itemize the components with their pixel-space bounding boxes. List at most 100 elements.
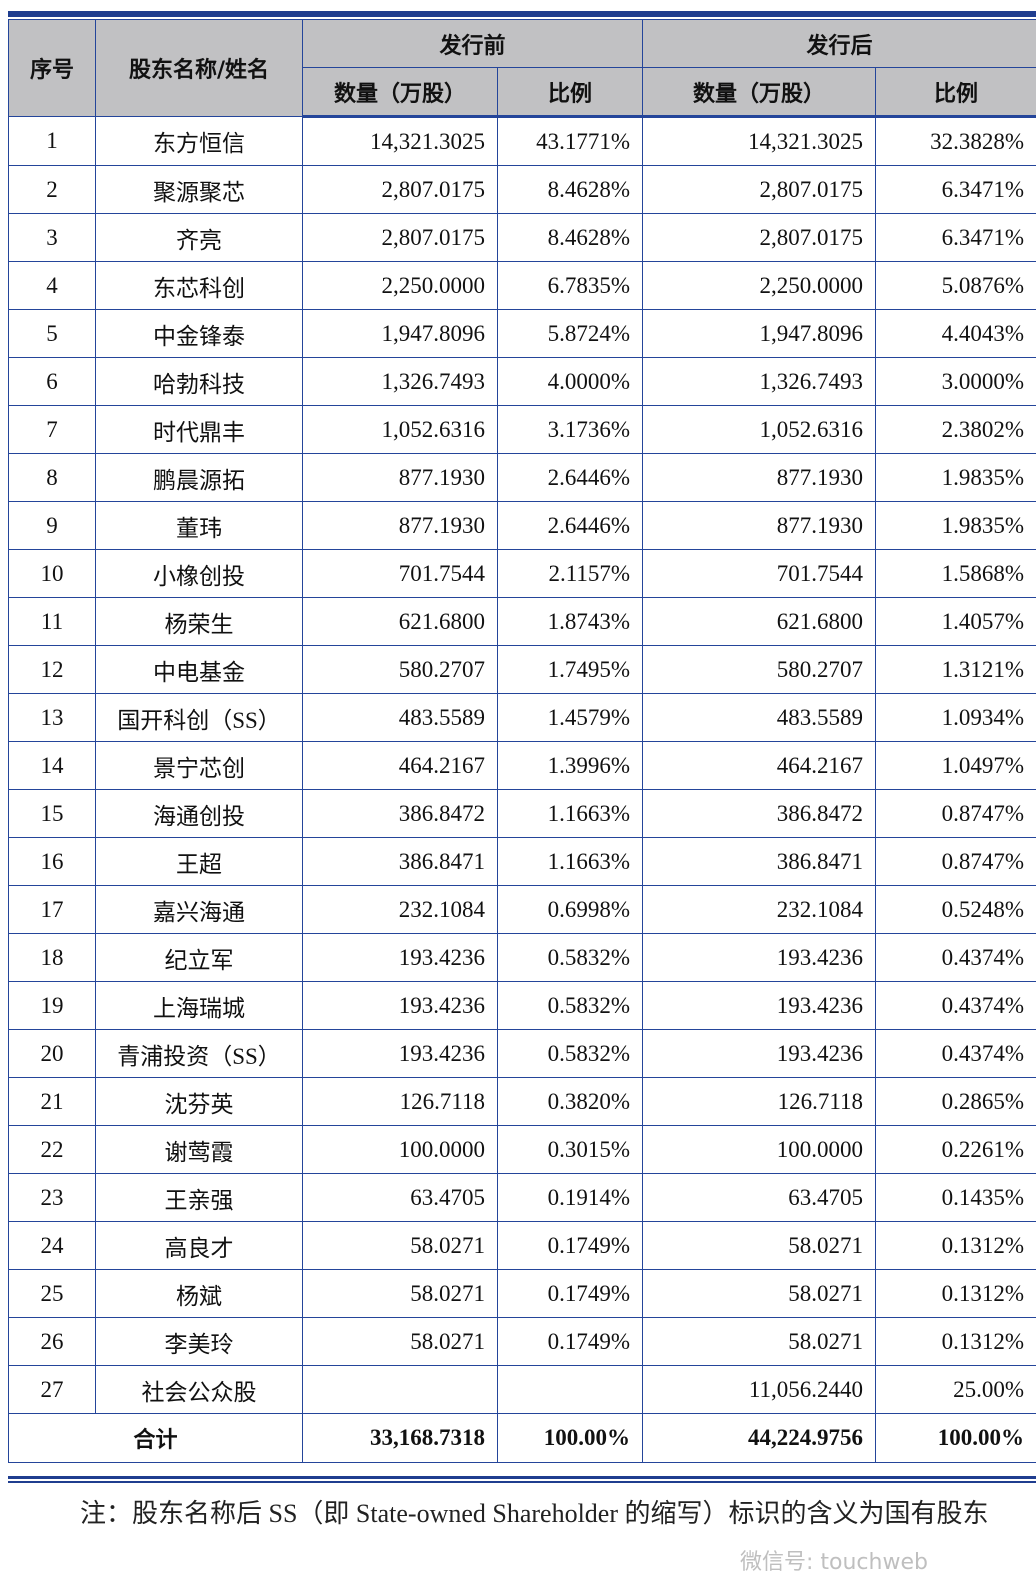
header-before-ratio: 比例 <box>496 67 644 118</box>
row-after-qty: 58.0271 <box>642 1317 877 1366</box>
row-seq: 21 <box>8 1077 96 1126</box>
table-row: 2 聚源聚芯 2,807.0175 8.4628% 2,807.0175 6.3471% <box>8 165 1036 214</box>
row-before-qty: 14,321.3025 <box>302 116 498 166</box>
row-name: 中电基金 <box>95 645 303 694</box>
row-seq: 25 <box>8 1269 96 1318</box>
bottom-rule-thin <box>8 1481 1036 1483</box>
row-after-ratio: 5.0876% <box>875 261 1036 310</box>
table-row: 24 高良才 58.0271 0.1749% 58.0271 0.1312% <box>8 1221 1036 1270</box>
row-after-ratio: 6.3471% <box>875 213 1036 262</box>
row-name: 沈芬英 <box>95 1077 303 1126</box>
row-seq: 14 <box>8 741 96 790</box>
row-after-qty: 193.4236 <box>642 1029 877 1078</box>
row-before-qty: 193.4236 <box>302 1029 498 1078</box>
row-before-qty: 232.1084 <box>302 885 498 934</box>
row-after-qty: 386.8471 <box>642 837 877 886</box>
row-after-ratio: 1.3121% <box>875 645 1036 694</box>
row-before-qty: 2,807.0175 <box>302 165 498 214</box>
row-after-ratio: 0.1312% <box>875 1221 1036 1270</box>
row-after-ratio: 1.0497% <box>875 741 1036 790</box>
row-before-qty: 2,250.0000 <box>302 261 498 310</box>
watermark: 微信号: touchweb <box>740 1550 928 1575</box>
total-label: 合计 <box>8 1413 303 1463</box>
row-name: 聚源聚芯 <box>95 165 303 214</box>
row-seq: 26 <box>8 1317 96 1366</box>
row-seq: 23 <box>8 1173 96 1222</box>
row-after-ratio: 1.9835% <box>875 453 1036 502</box>
row-before-ratio: 5.8724% <box>496 309 644 358</box>
row-before-ratio: 2.6446% <box>496 501 644 550</box>
row-after-qty: 126.7118 <box>642 1077 877 1126</box>
row-seq: 18 <box>8 933 96 982</box>
row-before-ratio: 1.3996% <box>496 741 644 790</box>
row-after-qty: 877.1930 <box>642 501 877 550</box>
total-after-ratio: 100.00% <box>875 1413 1036 1463</box>
row-after-qty: 11,056.2440 <box>642 1365 877 1414</box>
row-seq: 2 <box>8 165 96 214</box>
row-before-ratio: 2.1157% <box>496 549 644 598</box>
row-name: 杨荣生 <box>95 597 303 646</box>
row-name: 谢莺霞 <box>95 1125 303 1174</box>
table-row: 17 嘉兴海通 232.1084 0.6998% 232.1084 0.5248% <box>8 885 1036 934</box>
row-seq: 15 <box>8 789 96 838</box>
row-after-qty: 1,947.8096 <box>642 309 877 358</box>
row-name: 国开科创（SS） <box>95 693 303 742</box>
table-row: 27 社会公众股 11,056.2440 25.00% <box>8 1365 1036 1414</box>
row-seq: 20 <box>8 1029 96 1078</box>
row-seq: 13 <box>8 693 96 742</box>
row-before-qty: 386.8472 <box>302 789 498 838</box>
row-name: 纪立军 <box>95 933 303 982</box>
row-before-qty <box>302 1365 498 1414</box>
row-seq: 9 <box>8 501 96 550</box>
header-after-qty: 数量（万股） <box>642 67 877 118</box>
footnote: 注：股东名称后 SS（即 State-owned Shareholder 的缩写… <box>80 1499 989 1528</box>
row-name: 时代鼎丰 <box>95 405 303 454</box>
row-before-qty: 193.4236 <box>302 933 498 982</box>
row-name: 杨斌 <box>95 1269 303 1318</box>
row-seq: 22 <box>8 1125 96 1174</box>
table-row: 18 纪立军 193.4236 0.5832% 193.4236 0.4374% <box>8 933 1036 982</box>
row-before-ratio: 1.4579% <box>496 693 644 742</box>
table-row: 16 王超 386.8471 1.1663% 386.8471 0.8747% <box>8 837 1036 886</box>
row-before-qty: 58.0271 <box>302 1221 498 1270</box>
row-name: 青浦投资（SS） <box>95 1029 303 1078</box>
table-row: 15 海通创投 386.8472 1.1663% 386.8472 0.8747% <box>8 789 1036 838</box>
row-name: 海通创投 <box>95 789 303 838</box>
row-before-ratio: 43.1771% <box>496 116 644 166</box>
table-row: 13 国开科创（SS） 483.5589 1.4579% 483.5589 1.0934% <box>8 693 1036 742</box>
row-before-ratio: 4.0000% <box>496 357 644 406</box>
row-before-qty: 580.2707 <box>302 645 498 694</box>
table-row: 26 李美玲 58.0271 0.1749% 58.0271 0.1312% <box>8 1317 1036 1366</box>
row-after-ratio: 0.8747% <box>875 789 1036 838</box>
row-seq: 19 <box>8 981 96 1030</box>
row-before-ratio: 3.1736% <box>496 405 644 454</box>
row-before-ratio: 0.1749% <box>496 1317 644 1366</box>
row-before-qty: 877.1930 <box>302 453 498 502</box>
row-after-qty: 1,326.7493 <box>642 357 877 406</box>
row-seq: 1 <box>8 116 96 166</box>
table-row: 9 董玮 877.1930 2.6446% 877.1930 1.9835% <box>8 501 1036 550</box>
total-after-qty: 44,224.9756 <box>642 1413 877 1463</box>
header-seq: 序号 <box>8 19 96 117</box>
table-row: 12 中电基金 580.2707 1.7495% 580.2707 1.3121% <box>8 645 1036 694</box>
row-seq: 4 <box>8 261 96 310</box>
row-name: 李美玲 <box>95 1317 303 1366</box>
row-after-ratio: 0.4374% <box>875 981 1036 1030</box>
row-after-ratio: 0.1312% <box>875 1269 1036 1318</box>
table-row: 11 杨荣生 621.6800 1.8743% 621.6800 1.4057% <box>8 597 1036 646</box>
row-after-ratio: 1.9835% <box>875 501 1036 550</box>
row-after-ratio: 0.2865% <box>875 1077 1036 1126</box>
row-name: 鹏晨源拓 <box>95 453 303 502</box>
table-row: 3 齐亮 2,807.0175 8.4628% 2,807.0175 6.3471% <box>8 213 1036 262</box>
row-name: 景宁芯创 <box>95 741 303 790</box>
row-after-qty: 386.8472 <box>642 789 877 838</box>
row-after-qty: 701.7544 <box>642 549 877 598</box>
row-after-ratio: 0.5248% <box>875 885 1036 934</box>
row-after-ratio: 3.0000% <box>875 357 1036 406</box>
row-before-ratio: 0.6998% <box>496 885 644 934</box>
header-before: 发行前 <box>301 19 644 68</box>
row-before-qty: 621.6800 <box>302 597 498 646</box>
row-name: 中金锋泰 <box>95 309 303 358</box>
row-seq: 17 <box>8 885 96 934</box>
row-before-ratio: 2.6446% <box>496 453 644 502</box>
